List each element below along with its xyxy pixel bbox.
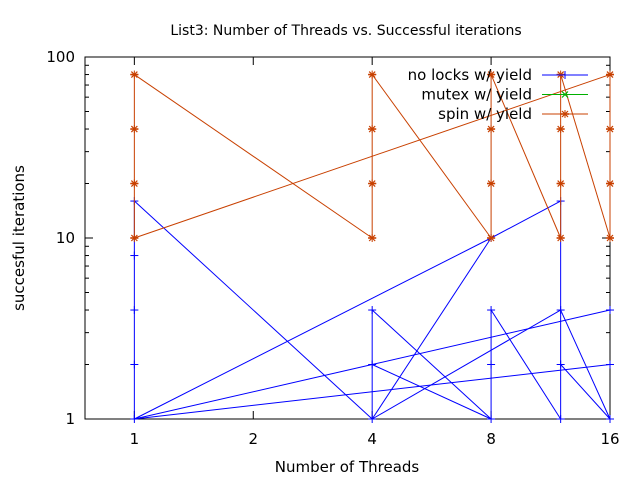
x-tick-label: 8 — [486, 430, 496, 448]
legend-label: mutex w/ yield — [421, 86, 532, 104]
data-point — [130, 415, 139, 423]
series-line — [560, 74, 611, 239]
x-tick-label: 16 — [600, 430, 619, 448]
series-line — [560, 309, 611, 420]
series-line — [490, 200, 561, 239]
series-line — [371, 309, 561, 420]
series-2 — [130, 70, 614, 242]
data-point — [130, 251, 139, 260]
data-point — [368, 234, 377, 242]
series-line — [490, 74, 562, 239]
data-point — [606, 306, 614, 315]
y-tick-label: 1 — [65, 410, 75, 428]
series-layer — [130, 70, 614, 423]
axis-tick-labels: 1 2 4 8 16 1 10 100 — [46, 48, 619, 448]
series-line — [134, 74, 373, 239]
data-point — [487, 360, 496, 369]
data-point — [130, 70, 139, 79]
data-point — [556, 360, 565, 369]
series-line — [371, 237, 492, 420]
data-point — [606, 70, 614, 79]
data-point — [368, 360, 377, 369]
x-tick-label: 1 — [130, 430, 140, 448]
data-point — [561, 110, 569, 118]
legend-label: no locks w/ yield — [408, 66, 532, 84]
data-point — [487, 234, 496, 242]
data-point — [487, 306, 496, 315]
data-point — [556, 125, 565, 134]
data-point — [368, 70, 377, 79]
series-line — [371, 74, 492, 239]
data-point — [606, 360, 614, 369]
chart-title: List3: Number of Threads vs. Successful … — [170, 23, 521, 39]
data-point — [606, 415, 614, 423]
series-line — [134, 237, 492, 420]
y-axis-label: succesful iterations — [10, 165, 28, 311]
y-tick-label: 100 — [46, 48, 75, 66]
data-point — [556, 415, 565, 423]
data-point — [487, 125, 496, 134]
series-line — [134, 364, 611, 420]
data-point — [487, 415, 496, 423]
data-point — [368, 415, 377, 423]
data-point — [368, 179, 377, 188]
series-line — [134, 74, 611, 239]
series-line — [560, 364, 611, 420]
data-point — [561, 71, 569, 79]
data-point — [130, 234, 139, 242]
x-tick-label: 4 — [367, 430, 377, 448]
data-point — [606, 125, 614, 134]
series-line — [134, 364, 373, 420]
data-point — [130, 360, 139, 369]
data-point — [606, 234, 614, 242]
data-point — [130, 125, 139, 134]
x-tick-label: 2 — [248, 430, 258, 448]
data-point — [368, 306, 377, 315]
series-line — [371, 309, 492, 420]
data-point — [487, 179, 496, 188]
data-point — [561, 91, 569, 98]
data-point — [556, 306, 565, 315]
legend-label: spin w/ yield — [438, 105, 532, 123]
data-point — [487, 70, 496, 79]
series-line — [134, 200, 373, 420]
series-line — [490, 309, 562, 420]
data-point — [130, 179, 139, 188]
x-axis-label: Number of Threads — [275, 458, 420, 476]
y-tick-label: 10 — [56, 229, 75, 247]
data-point — [368, 125, 377, 134]
data-point — [130, 306, 139, 315]
series-line — [371, 364, 492, 420]
data-point — [606, 179, 614, 188]
data-point — [556, 179, 565, 188]
data-point — [556, 234, 565, 242]
